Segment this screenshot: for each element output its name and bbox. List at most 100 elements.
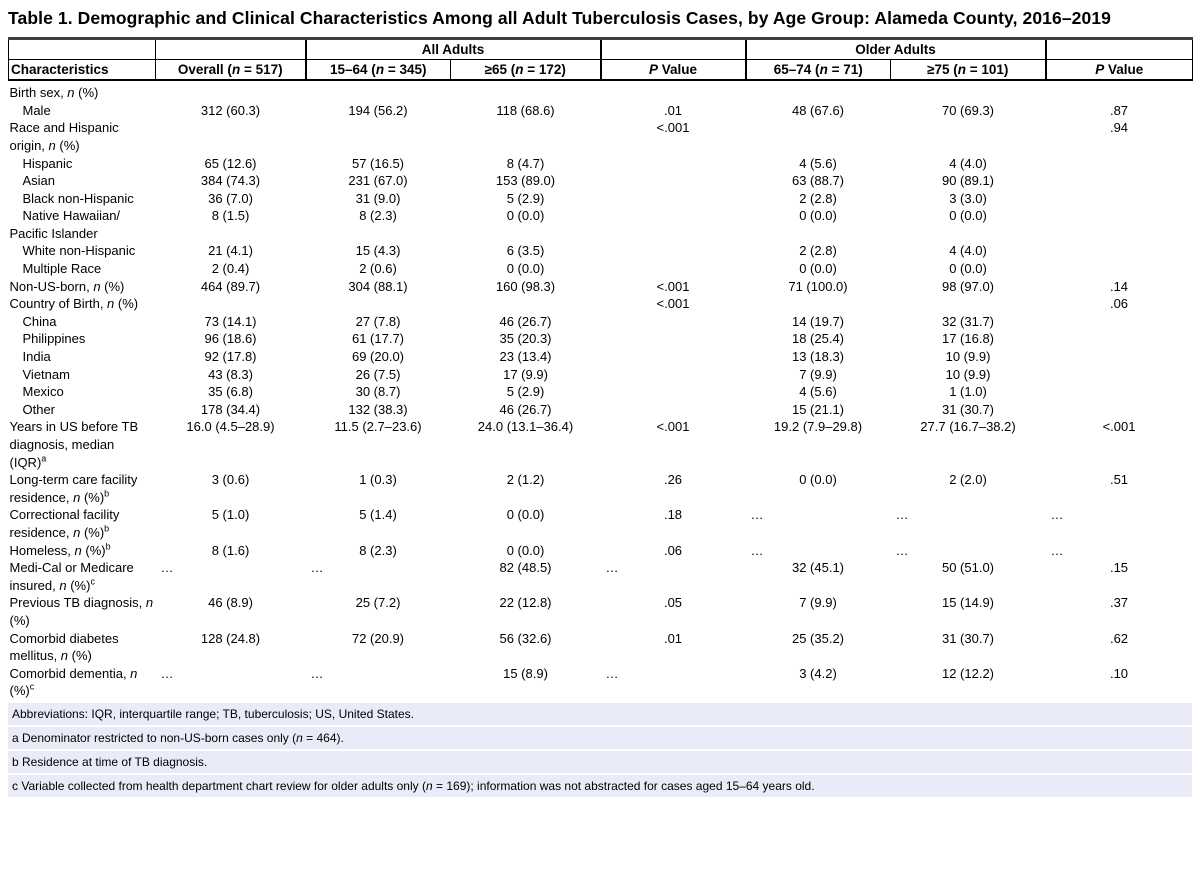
cell-value: 194 (56.2) (348, 102, 408, 118)
cell-value: 27.7 (16.7–38.2) (920, 419, 1016, 435)
cell-value: 82 (48.5) (499, 560, 552, 576)
cell-value (1046, 313, 1193, 331)
cell-value: .06 (663, 542, 683, 558)
cell-value (601, 80, 746, 102)
cell-value: 2 (0.6) (359, 261, 397, 277)
table-row: Country of Birth, n (%) <.001 .06 (9, 295, 1193, 313)
cell-value: 3 (3.0) (949, 190, 987, 206)
cell-value (601, 172, 746, 190)
cell-value: 17 (9.9) (503, 366, 548, 382)
cell-value: 22 (12.8) (499, 595, 552, 611)
column-header-characteristics: Characteristics (8, 59, 156, 82)
cell-value: 73 (14.1) (204, 313, 257, 329)
table-row: Philippines 96 (18.6) 61 (17.7) 35 (20.3) 18… (9, 330, 1193, 348)
table-row: Previous TB diagnosis, n (%) 46 (8.9) 25 (… (9, 594, 1193, 629)
footnote-line: c Variable collected from health departm… (8, 774, 1192, 797)
cell-value: 5 (2.9) (506, 384, 545, 400)
cell-value: … (895, 507, 909, 523)
cell-value (156, 295, 306, 313)
cell-value: 178 (34.4) (200, 401, 261, 417)
cell-value: 0 (0.0) (799, 208, 837, 224)
cell-value: .51 (1109, 472, 1129, 488)
column-header-row: Characteristics Overall (n = 517) 15–64 … (8, 59, 1194, 82)
row-label: Mexico (22, 384, 64, 400)
cell-value: … (750, 542, 764, 558)
cell-value (451, 80, 601, 102)
cell-value: 32 (45.1) (791, 560, 845, 576)
cell-value (601, 383, 746, 401)
document-page: Table 1. Demographic and Clinical Charac… (8, 8, 1194, 797)
cell-value: 3 (0.6) (211, 472, 250, 488)
row-label: China (22, 313, 57, 329)
row-label: Hispanic (22, 155, 73, 171)
cell-value (1046, 383, 1193, 401)
cell-value: <.001 (656, 278, 690, 294)
column-header-pvalue-2: P Value (1044, 59, 1194, 82)
row-label: Vietnam (22, 366, 70, 382)
group-header-all-adults: All Adults (304, 37, 601, 61)
cell-value: … (1050, 507, 1064, 523)
table-row: Non-US-born, n (%) 464 (89.7) 304 (88.1) 16… (9, 278, 1193, 296)
cell-value (891, 295, 1046, 313)
cell-value (1046, 348, 1193, 366)
cell-value: 19.2 (7.9–29.8) (773, 419, 863, 435)
cell-value: 0 (0.0) (799, 472, 837, 488)
cell-value: 231 (67.0) (348, 173, 408, 189)
cell-value: 46 (8.9) (208, 595, 253, 611)
cell-value: <.001 (1102, 419, 1136, 435)
cell-value: 21 (4.1) (208, 243, 253, 259)
cell-value (1046, 155, 1193, 173)
footnote-line: b Residence at time of TB diagnosis. (8, 750, 1192, 773)
group-header-row: All Adults Older Adults (8, 37, 1194, 61)
cell-value: 4 (5.6) (799, 384, 837, 400)
cell-value: … (310, 665, 324, 681)
cell-value (601, 207, 746, 242)
row-label: Philippines (22, 331, 86, 347)
cell-value: 1 (0.3) (359, 472, 397, 488)
cell-value: 32 (31.7) (941, 313, 995, 329)
cell-value: 46 (26.7) (499, 313, 552, 329)
cell-value: 35 (20.3) (499, 331, 552, 347)
row-label: Comorbid diabetes mellitus, n (%) (9, 630, 119, 664)
cell-value: 5 (2.9) (506, 190, 545, 206)
cell-value: <.001 (656, 120, 690, 136)
group-header-spacer (599, 37, 746, 61)
row-label: Other (22, 401, 56, 417)
cell-value: 10 (9.9) (945, 366, 991, 382)
cell-value: 63 (88.7) (791, 173, 845, 189)
cell-value: .94 (1109, 120, 1129, 136)
demographics-table: All Adults Older Adults Characteristics … (8, 37, 1194, 700)
cell-value: 15 (14.9) (941, 595, 995, 611)
cell-value: … (605, 560, 619, 576)
table-row: Male 312 (60.3) 194 (56.2) 118 (68.6) .01 48 … (9, 102, 1193, 120)
cell-value (1046, 260, 1193, 278)
cell-value (601, 401, 746, 419)
cell-value: 312 (60.3) (200, 102, 261, 118)
cell-value: .06 (1109, 296, 1129, 312)
cell-value: 25 (7.2) (355, 595, 401, 611)
cell-value: 50 (51.0) (941, 560, 995, 576)
cell-value: 2 (2.8) (799, 243, 837, 259)
footnote-line: a Denominator restricted to non-US-born … (8, 726, 1192, 749)
cell-value: 8 (4.7) (506, 155, 545, 171)
cell-value: .10 (1109, 665, 1129, 681)
table-row: Homeless, n (%)b 8 (1.6) 8 (2.3) 0 (0.0) .06… (9, 542, 1193, 560)
cell-value (601, 366, 746, 384)
cell-value: .14 (1109, 278, 1129, 294)
cell-value: 4 (4.0) (949, 155, 987, 171)
cell-value (1046, 80, 1193, 102)
row-label: White non-Hispanic (22, 243, 136, 259)
cell-value (1046, 401, 1193, 419)
cell-value: 5 (1.4) (359, 507, 397, 523)
cell-value: 72 (20.9) (351, 630, 405, 646)
cell-value: 0 (0.0) (506, 208, 545, 224)
row-label: Homeless, n (%)b (9, 541, 111, 558)
table-header: All Adults Older Adults Characteristics … (8, 37, 1194, 82)
column-header-65plus: ≥65 (n = 172) (450, 59, 601, 82)
cell-value: 70 (69.3) (941, 102, 995, 118)
cell-value: 0 (0.0) (506, 261, 545, 277)
table-row: Race and Hispanic origin, n (%) <.001 .94 (9, 119, 1193, 154)
table-row: Comorbid dementia, n (%)c … … 15 (8.9) … 3 (4… (9, 665, 1193, 700)
table-row: Vietnam 43 (8.3) 26 (7.5) 17 (9.9) 7 (9.9) 10… (9, 366, 1193, 384)
cell-value: 98 (97.0) (941, 278, 995, 294)
